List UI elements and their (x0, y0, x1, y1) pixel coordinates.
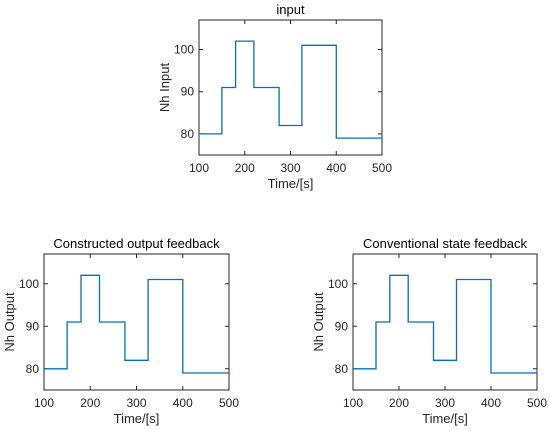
chart-title-input: input (276, 2, 305, 17)
x-tick-label: 500 (372, 161, 392, 175)
x-tick-label: 300 (126, 396, 146, 410)
x-axis-label: Time/[s] (114, 411, 160, 426)
y-tick-label: 90 (181, 85, 195, 99)
chart-title-output-conventional: Conventional state feedback (363, 236, 528, 251)
x-tick-label: 500 (219, 396, 239, 410)
x-axis-label: Time/[s] (268, 176, 314, 191)
x-tick-label: 100 (189, 161, 209, 175)
x-tick-label: 200 (80, 396, 100, 410)
x-tick-label: 200 (235, 161, 255, 175)
x-tick-label: 100 (34, 396, 54, 410)
x-axis-label: Time/[s] (422, 411, 468, 426)
y-tick-label: 80 (26, 362, 40, 376)
series-line-output-constructed (44, 274, 229, 374)
y-axis-label: Nh Output (311, 292, 326, 352)
x-tick-label: 400 (326, 161, 346, 175)
y-tick-label: 100 (328, 277, 348, 291)
series-line-output-conventional (353, 274, 537, 374)
x-tick-label: 200 (389, 396, 409, 410)
y-tick-label: 100 (19, 277, 39, 291)
y-tick-label: 90 (335, 319, 349, 333)
y-tick-label: 80 (335, 362, 349, 376)
x-tick-label: 100 (343, 396, 363, 410)
y-axis-label: Nh Output (2, 292, 17, 352)
x-tick-label: 400 (173, 396, 193, 410)
y-axis-label: Nh Input (157, 63, 172, 113)
x-tick-label: 300 (280, 161, 300, 175)
chart-title-output-constructed: Constructed output feedback (53, 236, 220, 251)
series-line-input (199, 40, 382, 139)
x-tick-label: 500 (527, 396, 547, 410)
y-tick-label: 100 (174, 43, 194, 57)
y-tick-label: 90 (26, 319, 40, 333)
x-tick-label: 300 (435, 396, 455, 410)
y-tick-label: 80 (181, 127, 195, 141)
x-tick-label: 400 (481, 396, 501, 410)
